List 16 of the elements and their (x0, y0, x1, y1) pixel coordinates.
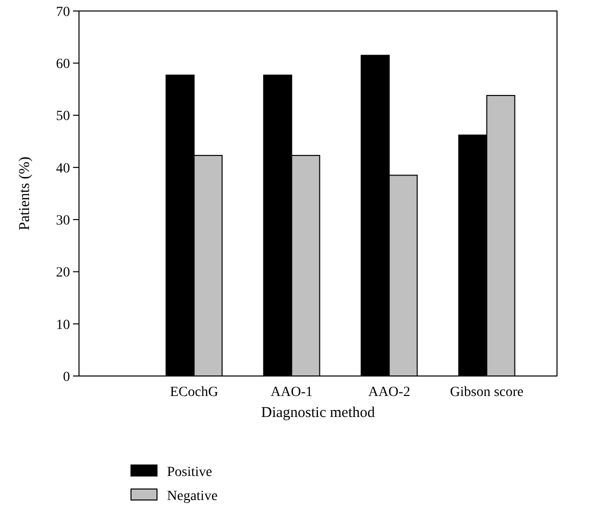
y-tick-label: 40 (56, 161, 70, 176)
x-axis-title: Diagnostic method (261, 405, 376, 421)
x-tick-label: AAO-1 (270, 385, 313, 400)
legend-label: Negative (167, 488, 218, 504)
y-tick-label: 10 (56, 318, 70, 333)
y-tick-label: 20 (56, 266, 70, 281)
x-tick-label: ECochG (170, 385, 218, 400)
x-tick-label: AAO-2 (368, 385, 410, 400)
y-tick-label: 0 (63, 370, 70, 385)
y-tick-label: 60 (56, 57, 70, 72)
y-tick-label: 50 (56, 109, 70, 124)
x-tick-label: Gibson score (450, 385, 524, 400)
y-axis-title: Patients (%) (17, 156, 33, 230)
y-tick-label: 70 (56, 4, 70, 20)
legend-label: Positive (167, 464, 212, 480)
y-tick-label: 30 (56, 213, 70, 228)
